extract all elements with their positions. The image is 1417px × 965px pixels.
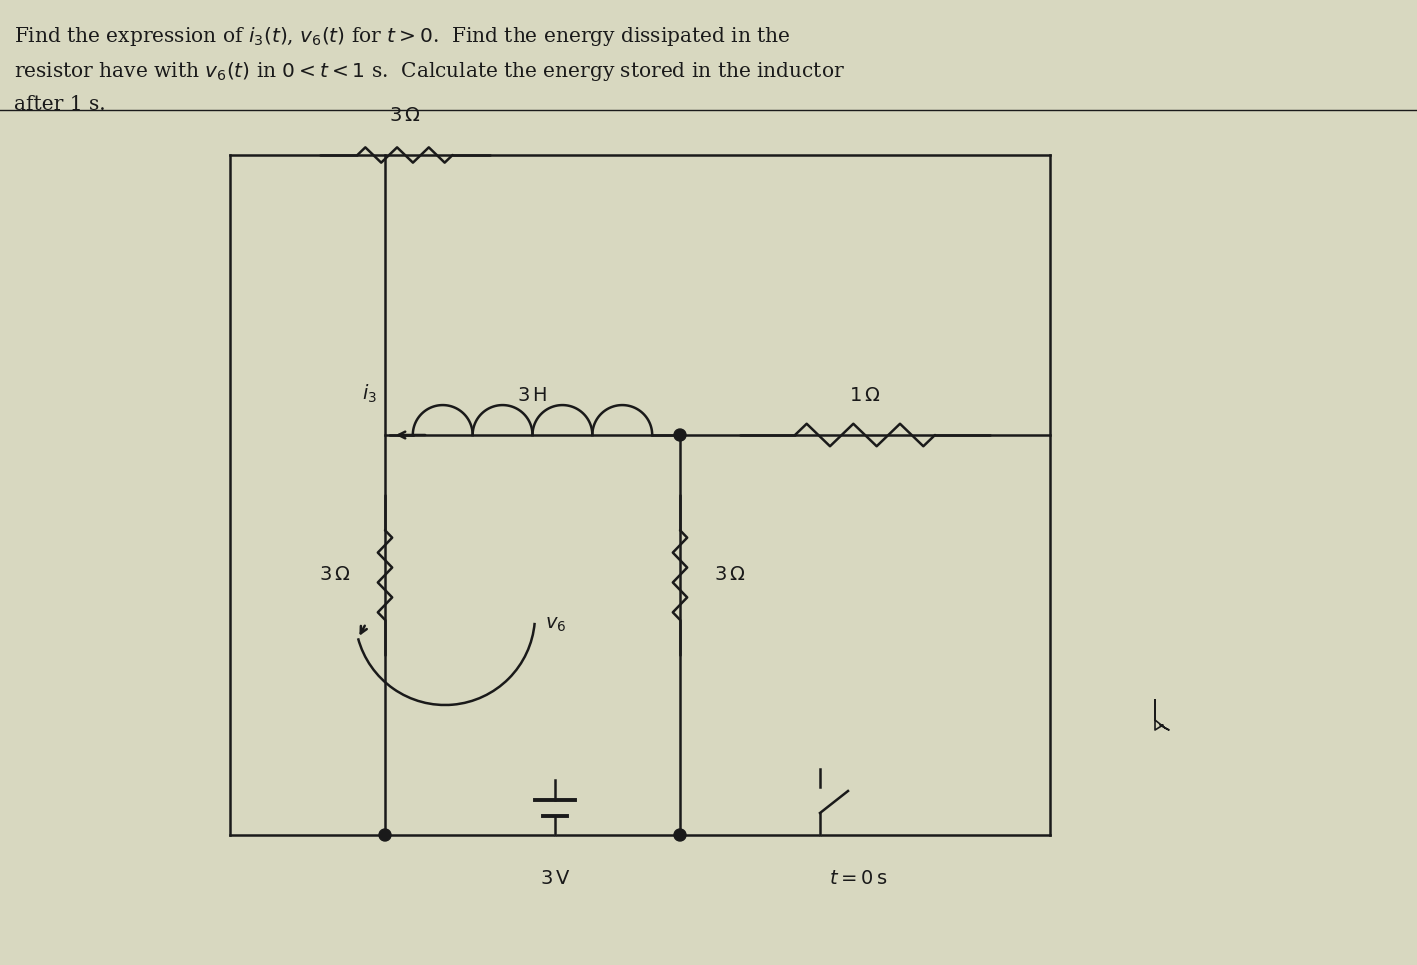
Text: after 1 s.: after 1 s. — [14, 95, 106, 114]
Circle shape — [674, 429, 686, 441]
Text: $1\,\Omega$: $1\,\Omega$ — [849, 387, 881, 405]
Text: $t = 0\,\mathrm{s}$: $t = 0\,\mathrm{s}$ — [829, 870, 887, 888]
Circle shape — [674, 829, 686, 841]
Text: $i_3$: $i_3$ — [361, 383, 377, 405]
Text: $3\,\Omega$: $3\,\Omega$ — [714, 566, 745, 584]
Text: $3\,\mathrm{V}$: $3\,\mathrm{V}$ — [540, 870, 571, 888]
Text: $3\,\Omega$: $3\,\Omega$ — [390, 107, 421, 125]
Text: Find the expression of $i_3(t)$, $v_6(t)$ for $t > 0$.  Find the energy dissipat: Find the expression of $i_3(t)$, $v_6(t)… — [14, 25, 791, 48]
Text: $v_6$: $v_6$ — [546, 616, 567, 634]
Text: resistor have with $v_6(t)$ in $0 < t < 1$ s.  Calculate the energy stored in th: resistor have with $v_6(t)$ in $0 < t < … — [14, 60, 845, 83]
Circle shape — [378, 829, 391, 841]
Text: $3\,\mathrm{H}$: $3\,\mathrm{H}$ — [517, 387, 547, 405]
Text: $3\,\Omega$: $3\,\Omega$ — [319, 566, 351, 584]
